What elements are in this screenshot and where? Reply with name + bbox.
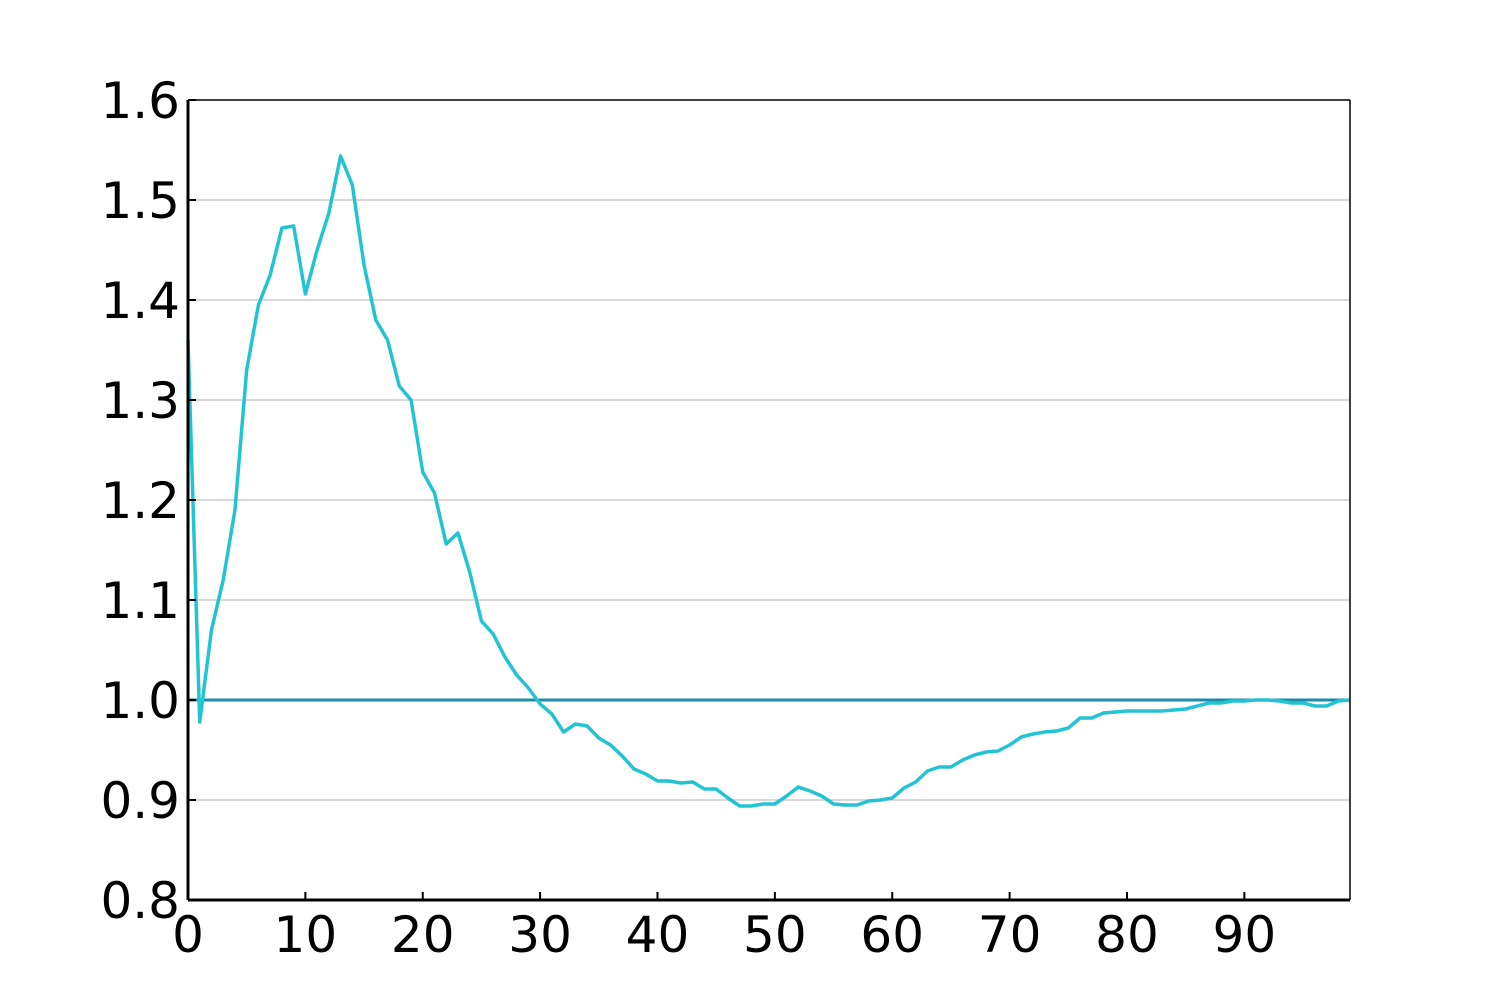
x-tick-label: 10 xyxy=(274,906,338,964)
x-tick-label: 0 xyxy=(172,906,204,964)
x-tick-label: 70 xyxy=(978,906,1042,964)
y-tick-label: 0.9 xyxy=(100,772,180,830)
y-tick-label: 1.3 xyxy=(100,372,180,430)
series-line xyxy=(186,154,1351,808)
x-tick-label: 90 xyxy=(1213,906,1277,964)
y-tick-label: 1.1 xyxy=(100,572,180,630)
y-tick-label: 1.5 xyxy=(100,172,180,230)
x-tick-label: 30 xyxy=(508,906,572,964)
x-tick-label: 40 xyxy=(626,906,690,964)
x-tick-label: 60 xyxy=(860,906,924,964)
y-tick-label: 1.2 xyxy=(100,472,180,530)
axis-ticks xyxy=(187,99,1246,901)
series-layer xyxy=(186,154,1351,808)
x-tick-label: 50 xyxy=(743,906,807,964)
x-tick-label: 20 xyxy=(391,906,455,964)
tick-labels: 0 10 20 30 40 50 60 70 80 90 0.8 0.9 1.0 1.1 1.2 1.3 1.4… xyxy=(100,72,1276,964)
y-tick-label: 1.4 xyxy=(100,272,180,330)
y-tick-label: 1.6 xyxy=(100,72,180,130)
y-tick-label: 0.8 xyxy=(100,872,180,930)
y-tick-label: 1.0 xyxy=(100,672,180,730)
x-tick-label: 80 xyxy=(1095,906,1159,964)
